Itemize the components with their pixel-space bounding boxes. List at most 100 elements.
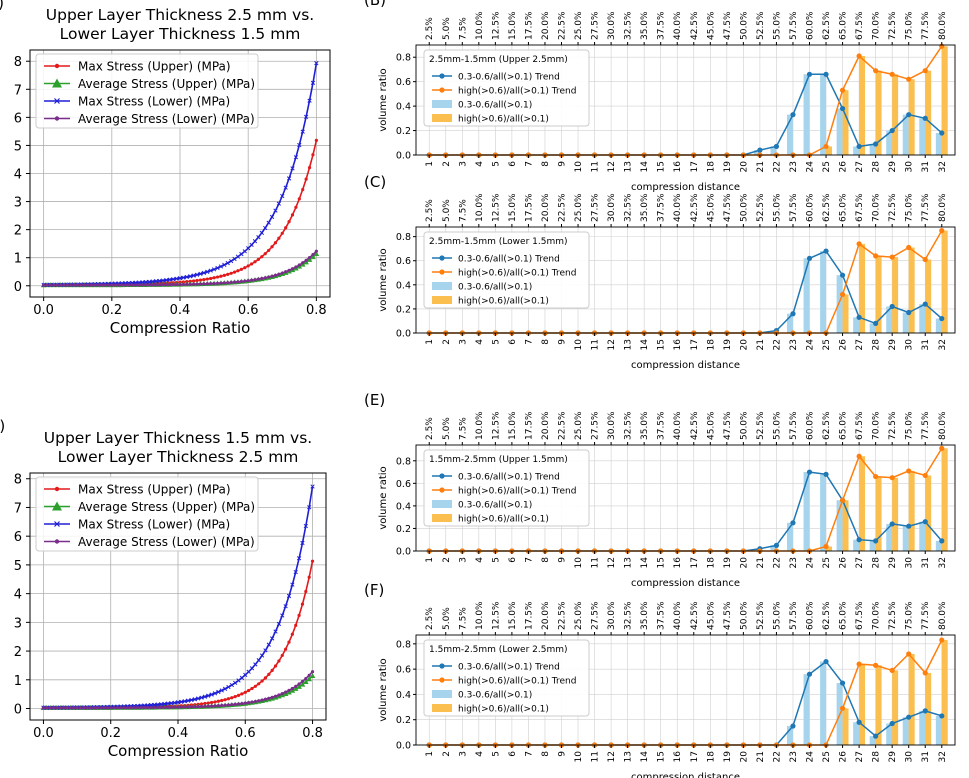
data-point xyxy=(146,706,150,710)
top-tick-label: 62.5% xyxy=(822,193,832,222)
legend-label: high(>0.6)/all(>0.1) xyxy=(458,115,549,125)
trend-point xyxy=(873,538,879,544)
data-point xyxy=(314,249,318,253)
bar xyxy=(820,661,827,745)
data-point xyxy=(210,704,214,708)
top-tick-label: 22.5% xyxy=(557,193,567,222)
y-axis-label: volume ratio xyxy=(378,68,389,131)
stress-chart-A: (A) Upper Layer Thickness 2.5 mm vs.Lower… xyxy=(0,0,331,337)
data-point xyxy=(119,706,123,710)
top-tick-label: 7.5% xyxy=(458,17,468,40)
data-point xyxy=(219,281,223,285)
x-tick-label: 31 xyxy=(921,339,931,350)
data-point xyxy=(125,706,130,710)
data-point xyxy=(189,697,194,703)
data-point xyxy=(267,696,271,700)
x-tick-label: 28 xyxy=(872,339,882,351)
data-point xyxy=(147,283,151,287)
x-axis-label: compression distance xyxy=(631,772,740,778)
data-point xyxy=(58,706,62,710)
data-point xyxy=(86,283,90,287)
data-point xyxy=(290,213,295,217)
trend-point xyxy=(922,301,928,307)
data-point xyxy=(300,679,305,684)
data-point xyxy=(153,279,159,284)
data-point xyxy=(157,283,162,287)
bar xyxy=(925,259,932,333)
legend-label: high(>0.6)/all(>0.1) Trend xyxy=(458,269,576,279)
legend-box xyxy=(423,449,590,527)
data-point xyxy=(294,265,298,269)
legend-title: 1.5mm-2.5mm (Upper 1.5mm) xyxy=(429,455,568,465)
data-point xyxy=(132,706,136,710)
trend-point xyxy=(823,248,829,254)
legend-patch xyxy=(432,100,452,108)
x-tick-label: 18 xyxy=(706,751,716,763)
bar xyxy=(919,710,926,745)
top-tick-label: 75.0% xyxy=(905,601,915,630)
data-point xyxy=(171,283,175,287)
top-tick-label: 12.5% xyxy=(491,11,501,40)
x-tick-label: 15 xyxy=(657,557,667,568)
legend: 1.5mm-2.5mm (Upper 1.5mm) 0.3-0.6/all(>0.… xyxy=(423,449,590,527)
data-point xyxy=(314,138,318,142)
top-tick-label: 20.0% xyxy=(541,601,551,630)
data-point xyxy=(243,701,247,705)
trend-point xyxy=(856,143,862,150)
data-point xyxy=(252,239,258,244)
data-point xyxy=(212,276,216,280)
bar xyxy=(836,275,843,333)
data-point xyxy=(243,690,247,694)
top-tick-label: 10.0% xyxy=(475,411,485,440)
top-tick-label: 75.0% xyxy=(905,193,915,222)
bar xyxy=(875,665,882,745)
top-tick-label: 32.5% xyxy=(624,411,634,440)
x-tick-label: 20 xyxy=(739,751,749,763)
panel-label: (E) xyxy=(364,391,385,409)
data-point xyxy=(290,686,294,691)
trend-point xyxy=(839,291,846,298)
top-tick-label: 57.5% xyxy=(789,411,799,440)
top-tick-label: 2.5% xyxy=(425,17,435,40)
data-point xyxy=(263,276,267,280)
data-point xyxy=(89,283,93,287)
x-tick-label: 23 xyxy=(789,339,799,350)
data-point xyxy=(259,230,264,235)
y-tick-label: 0.4 xyxy=(396,690,411,701)
data-point xyxy=(193,705,197,709)
x-tick-label: 11 xyxy=(591,557,601,568)
plot-frame xyxy=(415,444,956,552)
top-tick-label: 50.0% xyxy=(739,411,749,440)
legend-label: Max Stress (Upper) (MPa) xyxy=(78,483,231,497)
data-point xyxy=(270,668,274,672)
data-point xyxy=(184,274,189,280)
trend-point xyxy=(823,471,829,477)
data-point xyxy=(167,277,172,282)
data-point xyxy=(280,613,285,618)
top-tick-label: 5.0% xyxy=(442,417,452,440)
top-tick-label: 42.5% xyxy=(690,11,700,40)
data-point xyxy=(196,696,201,701)
x-tick-label: 13 xyxy=(624,751,634,762)
data-point xyxy=(48,706,52,710)
data-point xyxy=(102,706,106,710)
bar xyxy=(859,56,866,155)
data-point xyxy=(283,604,288,609)
data-point xyxy=(140,280,145,285)
x-tick-label: 26 xyxy=(839,557,849,569)
panel-label: (F) xyxy=(364,581,384,599)
y-tick-label: 0.6 xyxy=(396,665,411,676)
top-tick-label: 80.0% xyxy=(938,601,948,630)
top-tick-label: 12.5% xyxy=(491,601,501,630)
x-tick-label: 3 xyxy=(458,161,468,167)
trend-point xyxy=(939,228,945,234)
data-point xyxy=(297,197,301,201)
data-point xyxy=(240,692,244,696)
top-tick-label: 10.0% xyxy=(475,193,485,222)
data-point xyxy=(304,177,308,181)
data-point xyxy=(85,706,89,710)
data-point xyxy=(226,281,230,285)
data-point xyxy=(297,682,301,686)
top-tick-label: 77.5% xyxy=(921,11,931,40)
trend-point xyxy=(873,68,879,74)
